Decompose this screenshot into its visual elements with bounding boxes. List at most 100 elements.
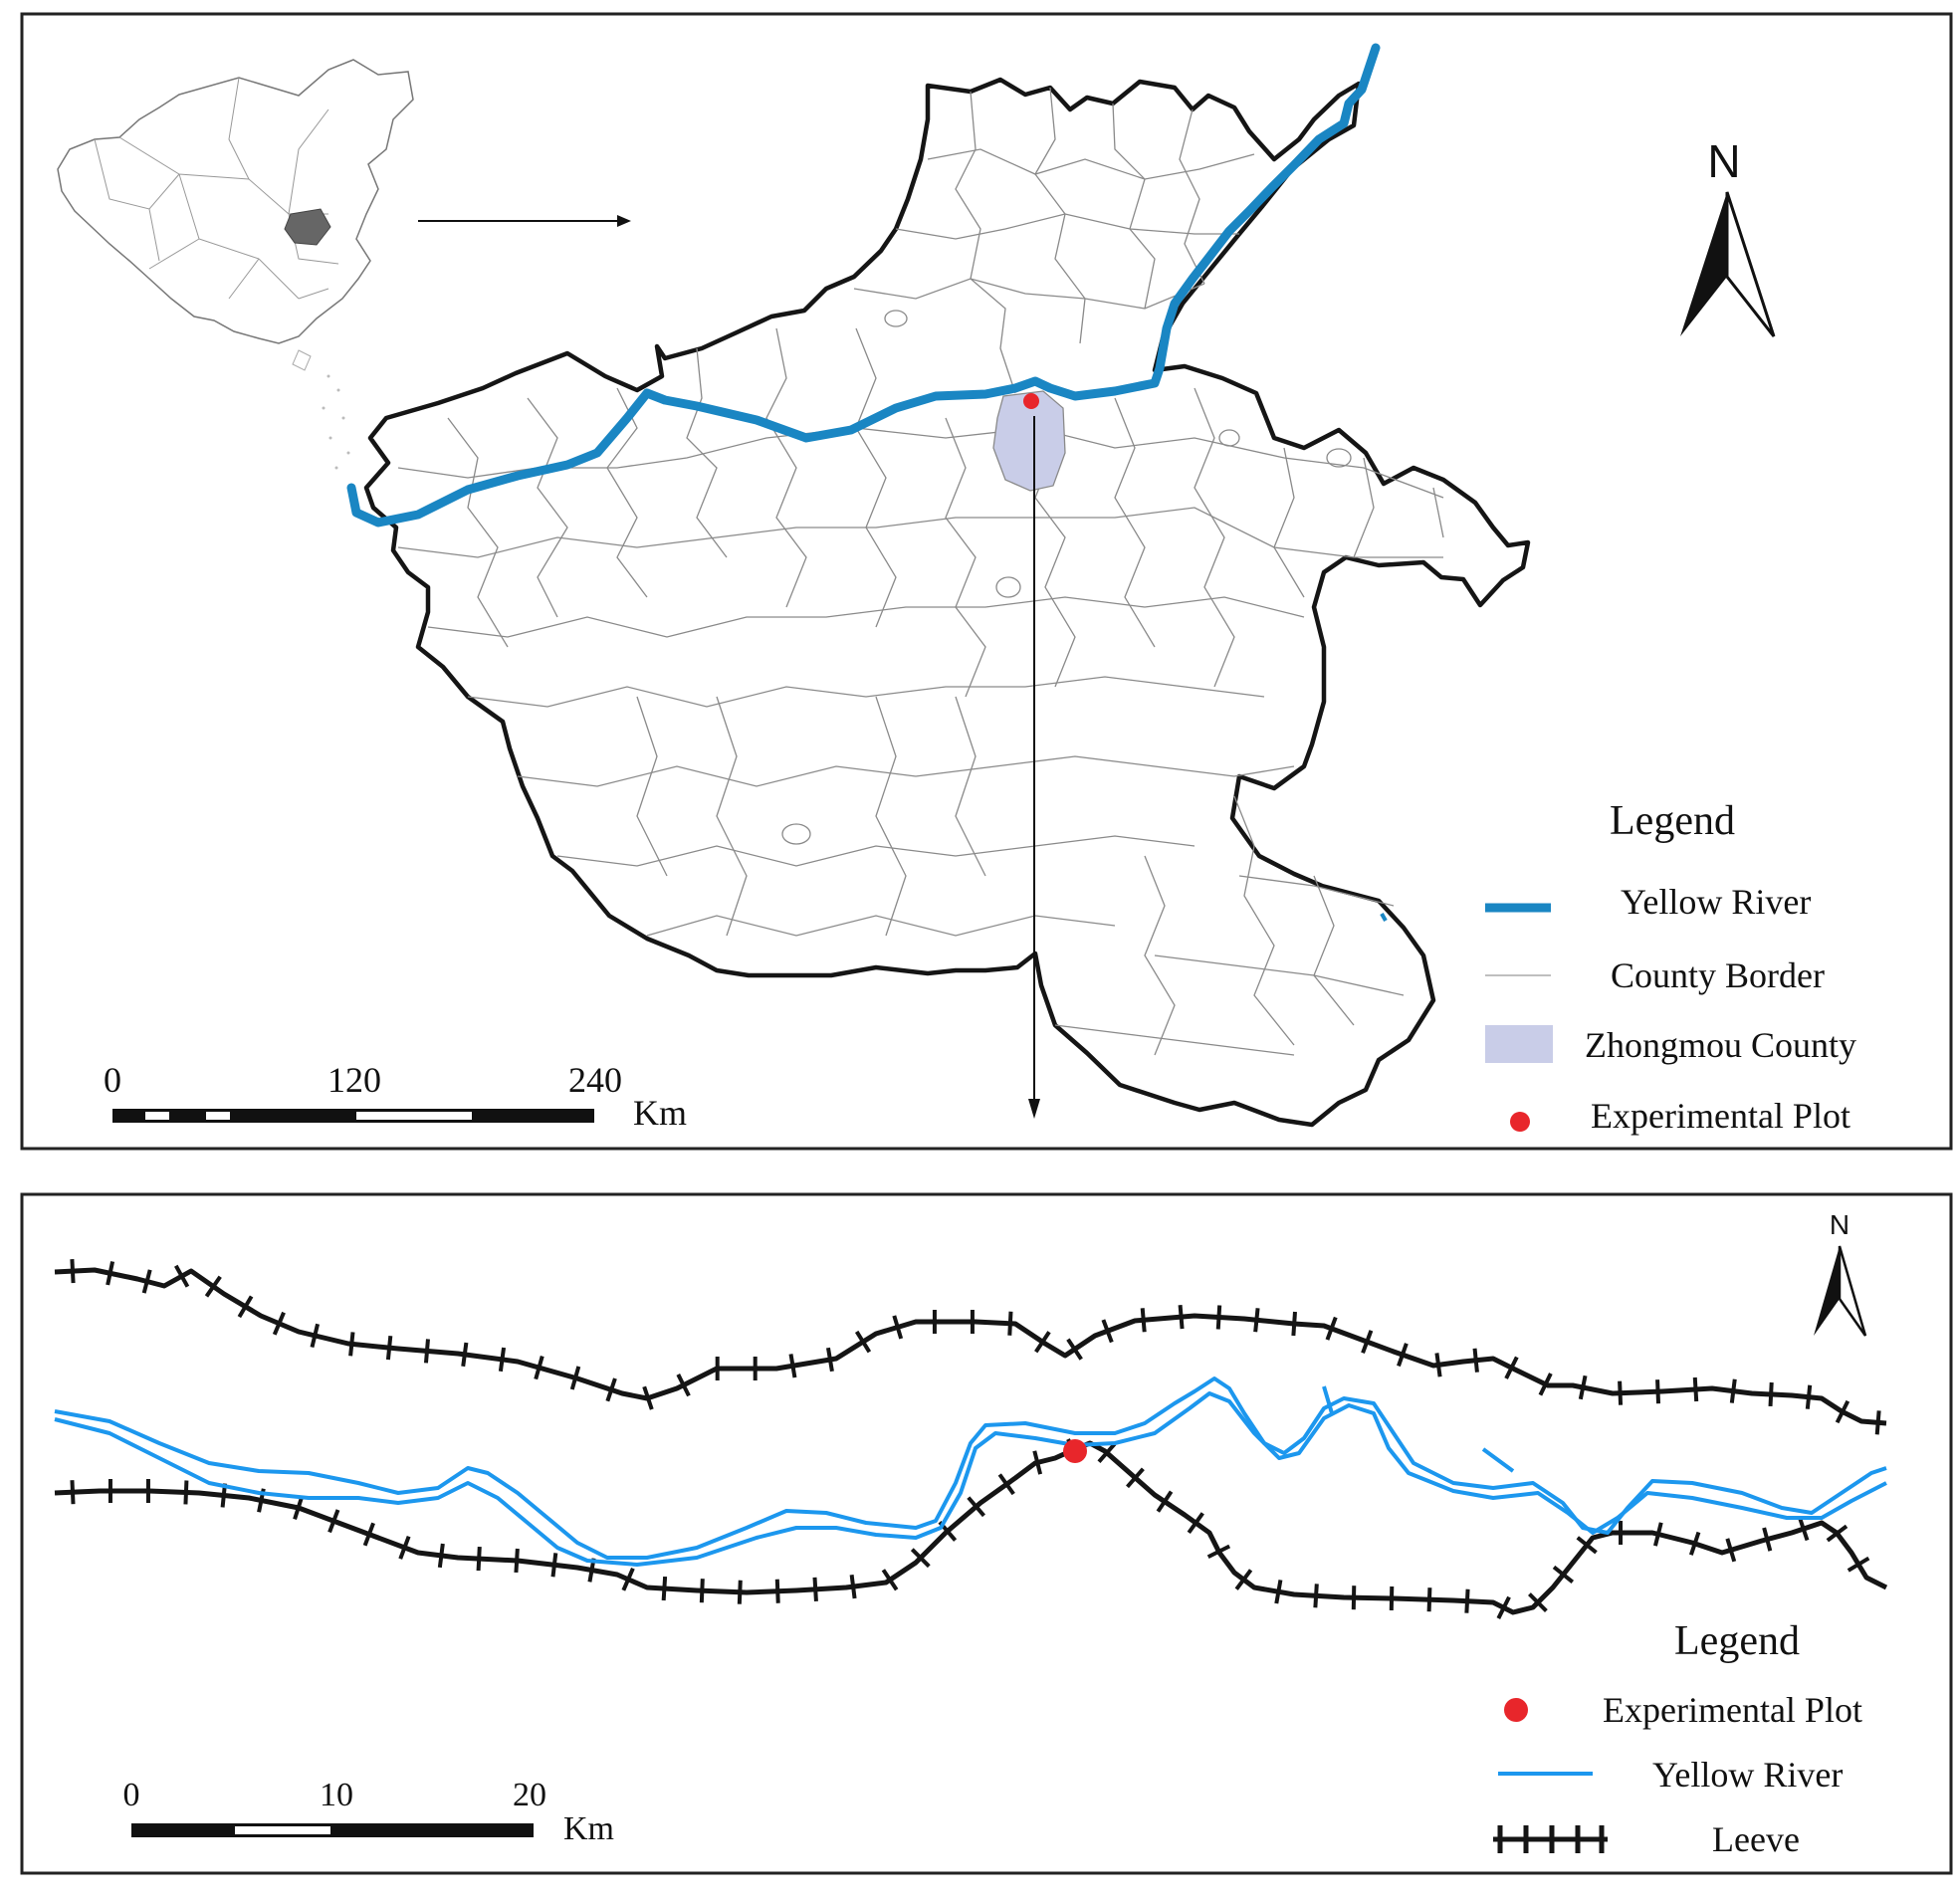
leeve-tick: [1528, 1592, 1548, 1612]
leeve-south: [54, 1440, 1888, 1615]
leeve-tick: [1805, 1384, 1813, 1409]
leeve-tick: [1126, 1467, 1145, 1489]
leeve-tick: [106, 1261, 115, 1286]
leeve-tick: [1140, 1308, 1147, 1333]
leeve-tick: [310, 1323, 321, 1349]
leeve-tick: [1552, 1565, 1575, 1585]
leeve-tick: [1274, 1580, 1283, 1604]
legend-plot-label-bottom: Experimental Plot: [1603, 1690, 1862, 1730]
leeve-tick: [423, 1339, 430, 1364]
legend-zhongmou-symbol: [1485, 1025, 1553, 1063]
leeve-tick: [1472, 1348, 1479, 1373]
leeve-tick: [1847, 1556, 1870, 1573]
top-map-panel: N Legend Yellow River County Border Zhon…: [20, 12, 1953, 1151]
leeve-tick: [1101, 1319, 1114, 1344]
leeve-tick: [642, 1385, 654, 1410]
scale-bottom-unit: Km: [563, 1810, 614, 1847]
leeve-tick: [1826, 1524, 1848, 1543]
legend-title-bottom: Legend: [1674, 1618, 1800, 1664]
leeve-tick: [788, 1354, 797, 1378]
north-arrow-bottom-left-half: [1814, 1246, 1840, 1336]
leeve-tick: [1361, 1330, 1374, 1355]
leeve-tick: [1034, 1331, 1051, 1354]
leeve-tick: [661, 1576, 668, 1601]
south-sea-islands: [322, 374, 350, 470]
china-outline: [57, 59, 414, 344]
leeve-tick: [1768, 1381, 1774, 1407]
experimental-plot-marker-bottom: [1063, 1439, 1087, 1463]
leeve-tick: [1397, 1343, 1409, 1368]
inset-arrow: [418, 215, 631, 227]
leeve-tick: [348, 1332, 355, 1357]
north-label-bottom: N: [1830, 1209, 1849, 1240]
china-inset-map: [57, 59, 414, 470]
north-arrow-top: N: [1680, 135, 1776, 337]
scale-bottom-tick-1: 10: [320, 1777, 353, 1813]
leeve-tick: [183, 1480, 189, 1505]
leeve-tick: [621, 1568, 635, 1591]
leeve-tick: [1007, 1311, 1013, 1336]
scale-top-tick-0: 0: [104, 1060, 121, 1100]
leeve-tick: [892, 1315, 904, 1340]
legend-plot-label-top: Experimental Plot: [1591, 1096, 1850, 1136]
leeve-tick-marks: [70, 1259, 1881, 1619]
leeve-tick: [1652, 1522, 1663, 1547]
north-arrow-bottom-right-half: [1838, 1245, 1867, 1337]
leeves: [54, 1259, 1888, 1619]
north-label-top: N: [1707, 135, 1740, 187]
leeve-tick: [1234, 1569, 1253, 1590]
leeve-tick: [1032, 1450, 1043, 1475]
leeve-tick: [327, 1509, 340, 1534]
leeve-tick: [1206, 1544, 1231, 1560]
scale-bar-top: 0 120 240 Km: [104, 1060, 687, 1133]
legend-bottom: Legend Experimental Plot Yellow River Le…: [1493, 1618, 1862, 1859]
detail-connector-arrow: [1028, 416, 1040, 1119]
leeve-tick: [1798, 1517, 1810, 1542]
leeve-tick: [550, 1553, 558, 1578]
legend-yellow-river-label: Yellow River: [1621, 882, 1811, 922]
scale-top-tick-2: 240: [568, 1060, 622, 1100]
leeve-tick: [1688, 1531, 1701, 1556]
yellow-river-top: [346, 43, 1381, 528]
legend-leeve-symbol: [1493, 1825, 1608, 1853]
henan-highlight: [284, 208, 331, 246]
legend-river-label-bottom: Yellow River: [1652, 1755, 1843, 1795]
leeve-tick: [204, 1275, 222, 1298]
leeve-tick: [826, 1347, 834, 1373]
leeve-tick: [1215, 1305, 1222, 1330]
leeve-tick: [272, 1311, 286, 1336]
leeve-tick: [1066, 1338, 1083, 1361]
leeve-tick: [362, 1522, 375, 1547]
legend-county-border-label: County Border: [1611, 955, 1825, 995]
leeve-tick: [1576, 1536, 1598, 1555]
leeve-tick: [385, 1335, 393, 1361]
leeve-tick: [1578, 1375, 1588, 1400]
scale-bottom-tick-2: 20: [513, 1777, 546, 1813]
leeve-tick: [1725, 1538, 1737, 1563]
scale-top-tick-1: 120: [327, 1060, 381, 1100]
leeve-tick: [1434, 1353, 1442, 1377]
leeve-tick: [398, 1535, 411, 1560]
leeve-tick: [967, 1496, 985, 1518]
leeve-tick: [498, 1347, 507, 1373]
leeve-tick: [237, 1295, 254, 1319]
china-province-lines: [94, 77, 339, 300]
leeve-tick: [174, 1264, 190, 1288]
leeve-tick: [293, 1495, 305, 1520]
leeve-tick: [1291, 1311, 1297, 1337]
leeve-tick: [881, 1569, 899, 1591]
north-arrow-left-half: [1680, 192, 1727, 336]
leeve-tick: [1655, 1379, 1661, 1404]
leeve-tick: [1504, 1356, 1519, 1379]
leeve-tick: [849, 1574, 857, 1599]
leeve-tick: [910, 1548, 931, 1569]
leeve-tick: [1253, 1308, 1260, 1333]
leeve-tick: [1097, 1442, 1117, 1464]
leeve-tick: [1426, 1587, 1432, 1612]
leeve-tick: [569, 1366, 581, 1390]
north-arrow-bottom: N: [1814, 1209, 1867, 1337]
zhongmou-county-area: [992, 390, 1066, 492]
leeve-tick: [676, 1374, 691, 1397]
leeve-tick: [1729, 1378, 1737, 1403]
